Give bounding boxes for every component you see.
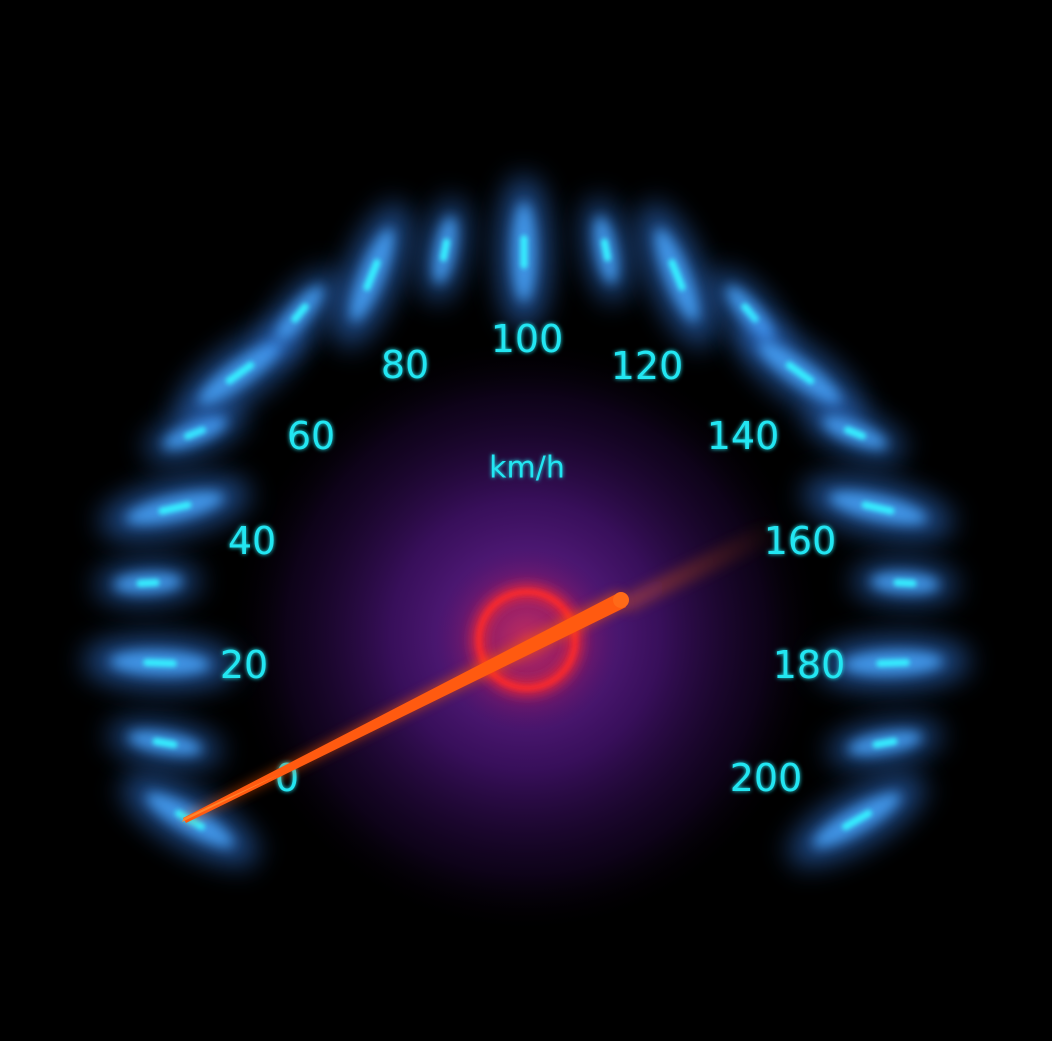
scale-label-100: 100 — [491, 317, 564, 361]
minor-tick — [852, 560, 958, 605]
scale-label-180: 180 — [773, 643, 846, 687]
scale-label-80: 80 — [381, 343, 429, 387]
minor-tick — [576, 195, 635, 305]
major-tick — [498, 176, 550, 328]
minor-tick — [105, 713, 224, 772]
scale-label-120: 120 — [611, 344, 684, 388]
minor-tick — [825, 713, 944, 772]
minor-tick — [95, 560, 201, 605]
minor-tick — [251, 260, 349, 366]
scale-label-20: 20 — [220, 643, 268, 687]
major-tick — [83, 634, 237, 691]
major-tick — [624, 195, 729, 355]
scale-label-40: 40 — [228, 519, 276, 563]
minor-tick — [415, 195, 474, 305]
scale-label-200: 200 — [730, 756, 803, 800]
scale-label-60: 60 — [287, 414, 335, 458]
unit-label: km/h — [489, 451, 565, 486]
scale-label-140: 140 — [707, 414, 780, 458]
